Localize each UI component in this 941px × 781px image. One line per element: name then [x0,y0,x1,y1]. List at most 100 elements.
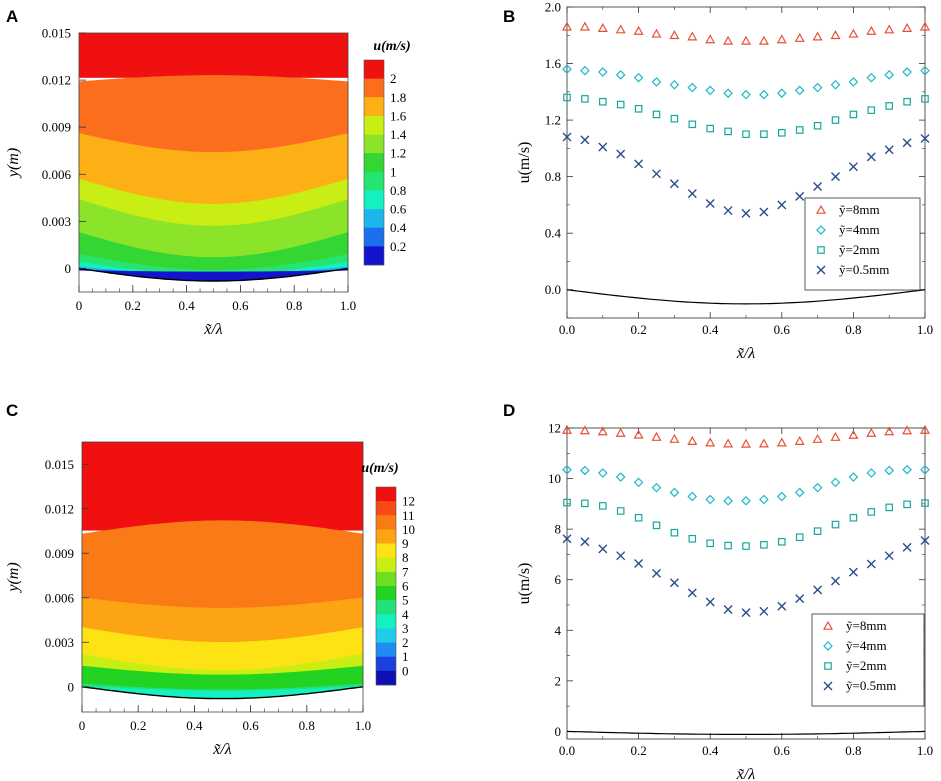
b-data-point [687,31,698,41]
d-y-tick-label: 10 [548,471,561,486]
d-data-point [561,424,573,434]
c-y-tick-label: 0.009 [45,546,74,561]
b-data-point [866,152,876,162]
d-data-point [598,502,607,510]
c-wall-line [81,686,364,700]
d-series-0 [561,424,931,448]
a-y-tick-label: 0.006 [42,167,72,182]
d-data-point [919,424,931,434]
a-y-tick-label: 0 [65,261,72,276]
c-x-tick-label: 1.0 [355,718,371,733]
d-data-point [776,491,787,502]
b-data-point [634,104,643,113]
b-data-point [706,124,715,133]
b-legend-marker [815,204,827,214]
d-wall-curve [566,730,926,736]
d-y-tick-label: 4 [555,623,562,638]
b-data-point [705,34,716,44]
a-band-top [79,33,348,78]
c-colorbar-label: 4 [402,607,409,622]
b-x-axis-label: x̃/λ [736,345,756,362]
b-data-point [867,106,876,114]
d-data-point [616,551,626,561]
b-series-2 [563,93,929,139]
b-data-point [902,138,912,148]
a-colorbar-label: 0.6 [390,202,407,217]
d-data-point [848,429,859,439]
b-data-point [794,32,805,42]
c-x-tick-label: 0.4 [186,718,203,733]
d-data-point [669,433,680,443]
a-colorbar-label: 1.6 [390,108,407,123]
d-legend-label: ỹ=0.5mm [846,678,896,693]
b-data-point [633,72,644,83]
d-data-point [581,499,589,508]
c-colorbar-label: 7 [402,564,409,579]
c-colorbar-swatch [376,628,396,643]
d-data-point [795,533,804,542]
b-legend-label: ỹ=2mm [839,242,880,257]
d-y-tick-label: 2 [555,673,562,688]
d-x-tick-label: 1.0 [917,743,933,758]
b-series-1 [562,64,930,100]
b-data-point [723,35,734,45]
b-data-point [813,182,823,192]
b-data-point [579,21,590,31]
b-data-point [581,95,589,103]
c-colorbar-swatch [376,600,396,615]
d-data-point [598,544,608,554]
d-data-point [866,427,877,437]
d-data-point [652,568,661,578]
b-data-point [580,135,590,145]
b-data-point [920,65,930,76]
d-data-point [902,464,912,475]
panel-c: 0 0.2 0.4 0.6 0.8 1.0 0 0.003 0.006 0.009 0.012 0.0… [5,441,415,758]
b-data-point [830,79,841,90]
b-data-point [902,22,913,33]
b-data-point [616,100,625,109]
b-data-point [724,127,732,136]
c-colorbar-swatch [376,529,396,544]
b-data-point [848,77,859,87]
b-data-point [598,142,608,152]
c-colorbar-label: 10 [402,522,415,537]
b-legend-marker [816,265,826,275]
d-y-axis-label: u(m/s) [516,563,533,605]
c-colorbar-swatch [376,670,396,686]
d-x-tick-label: 0.6 [774,743,791,758]
c-colorbar-label: 11 [402,508,415,523]
d-data-point [902,425,913,435]
a-colorbar-swatch [364,246,384,266]
c-x-tick-label: 0.2 [130,718,146,733]
b-data-point [580,65,590,76]
d-data-point [867,508,876,516]
c-colorbar-swatch [376,557,396,573]
a-x-tick-label: 0.4 [178,298,195,313]
b-data-point [562,64,572,75]
b-x-tick-label: 0.0 [559,322,575,337]
b-data-point [920,133,930,143]
b-data-point [616,149,626,159]
b-x-tick-label: 1.0 [917,322,933,337]
a-y-axis-label: y(m) [5,148,22,179]
d-series-2 [563,498,929,550]
d-data-point [579,425,590,435]
a-wall-line [78,267,349,282]
d-data-point [740,438,752,448]
a-colorbar-label: 0.8 [390,183,406,198]
b-data-point [652,110,661,119]
b-x-tick-label: 0.8 [845,322,861,337]
b-data-point [919,21,931,31]
b-data-point [615,24,626,34]
d-data-point [633,477,644,488]
a-x-tick-label: 1.0 [340,298,356,313]
d-data-point [794,487,805,498]
d-legend-label: ỹ=2mm [846,658,887,673]
b-data-point [723,88,733,99]
d-data-point [723,605,733,615]
d-x-tick-label: 0.2 [630,743,646,758]
b-data-point [597,67,608,77]
b-y-axis-label: u(m/s) [516,142,533,184]
d-legend-marker [823,681,833,691]
d-data-point [705,494,716,505]
